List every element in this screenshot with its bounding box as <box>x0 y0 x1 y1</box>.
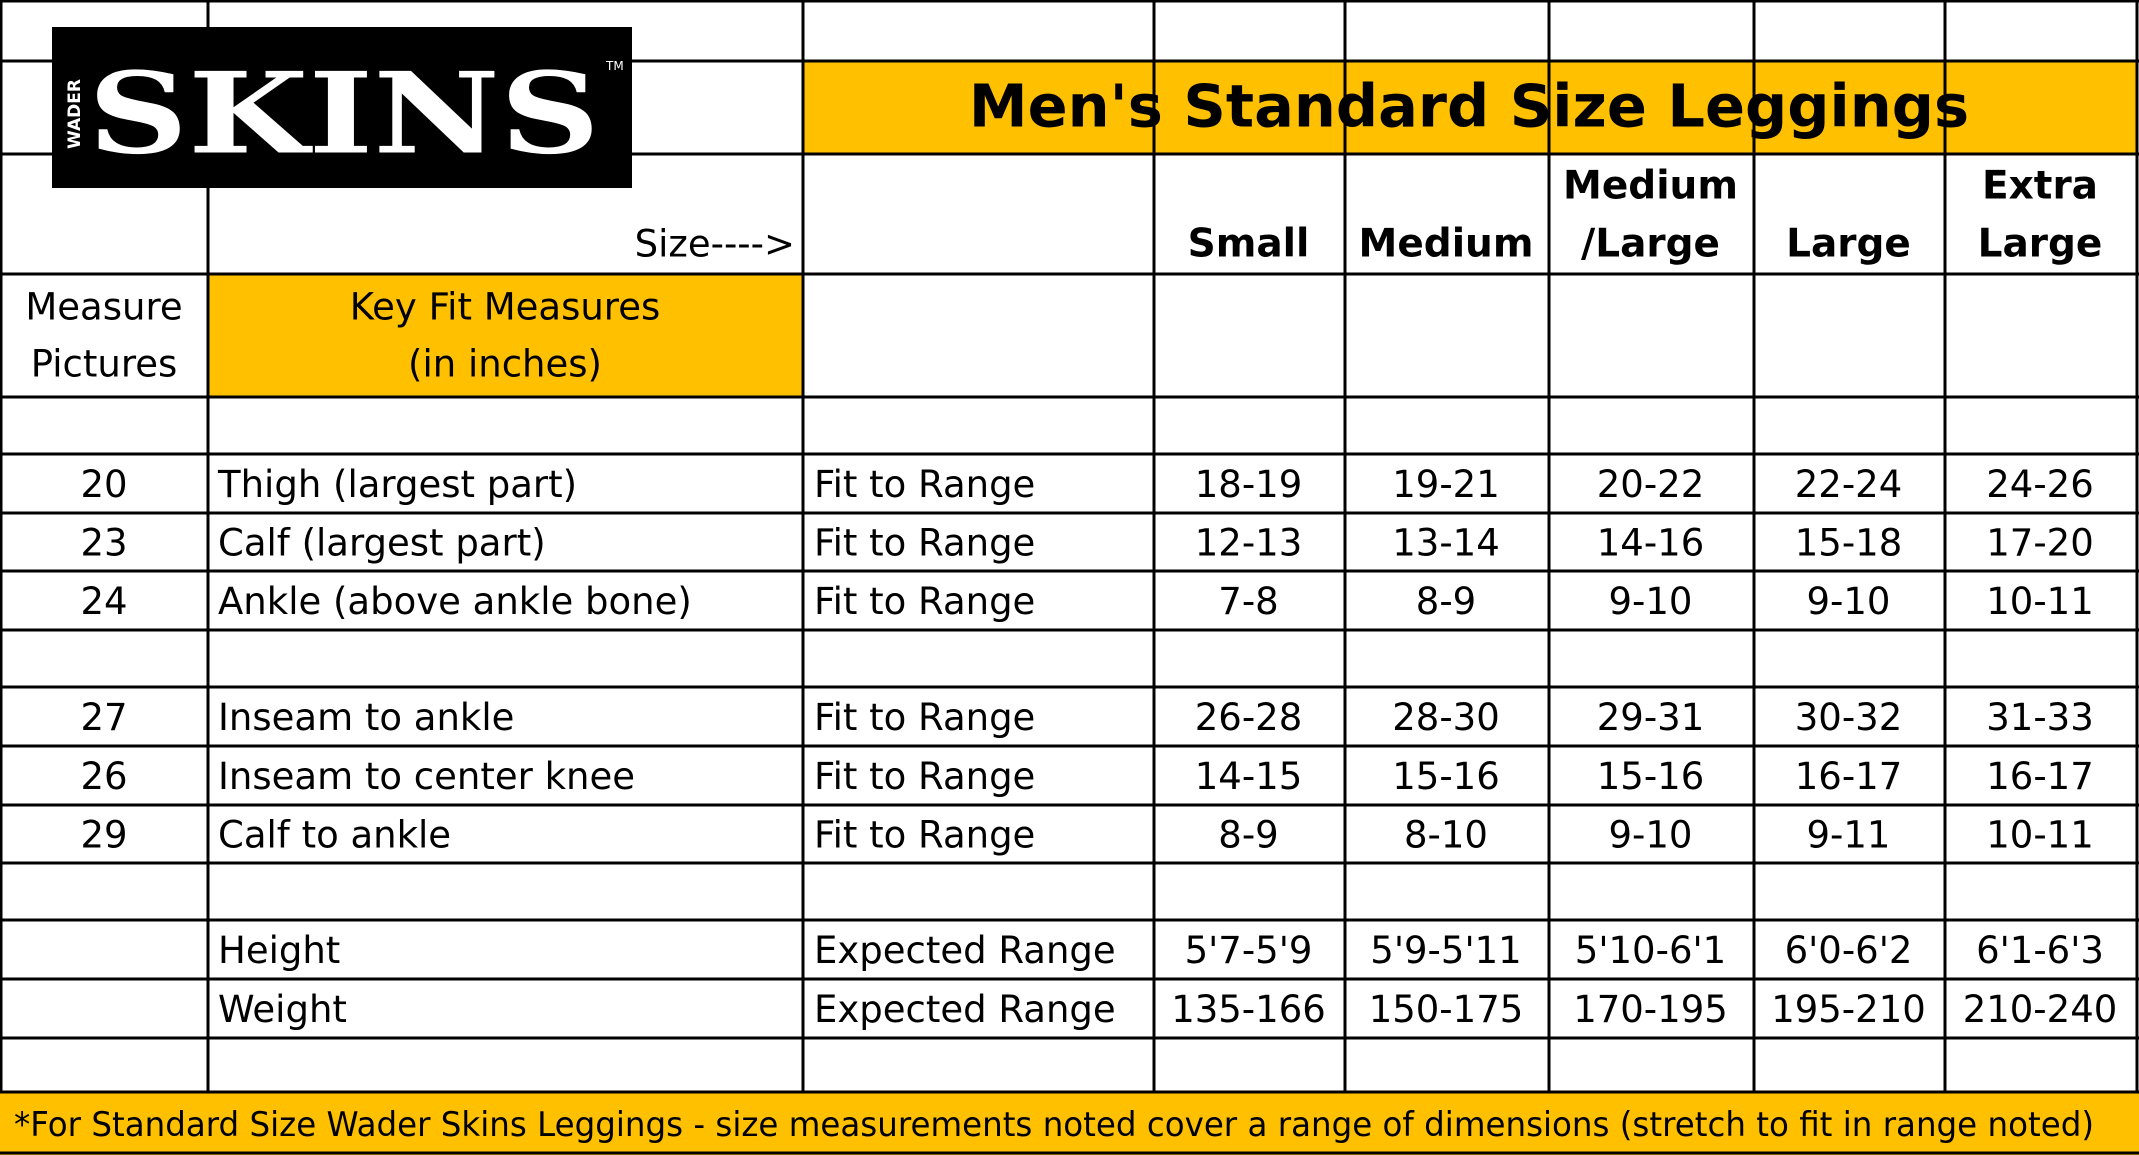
picture-number: 26 <box>80 755 127 798</box>
size-value: 24-26 <box>1986 463 2094 506</box>
picture-number: 23 <box>80 522 127 565</box>
size-header: Extra <box>1982 164 2098 209</box>
title-band <box>802 60 2136 153</box>
size-value: 210-240 <box>1963 988 2118 1031</box>
measure-name: Inseam to center knee <box>218 755 635 798</box>
size-value: 16-17 <box>1795 755 1903 798</box>
size-header: Large <box>1786 222 1911 267</box>
measure-name: Height <box>218 929 340 972</box>
range-kind: Fit to Range <box>814 755 1035 798</box>
size-value: 8-9 <box>1218 814 1278 857</box>
size-value: 31-33 <box>1986 696 2094 739</box>
size-value: 9-11 <box>1807 814 1891 857</box>
size-value: 6'1-6'3 <box>1976 929 2104 972</box>
logo-tm: TM <box>605 59 624 73</box>
size-value: 19-21 <box>1392 463 1500 506</box>
size-value: 5'7-5'9 <box>1185 929 1313 972</box>
size-label: Size----> <box>635 223 795 266</box>
size-value: 14-16 <box>1597 522 1705 565</box>
measure-name: Thigh (largest part) <box>217 463 577 506</box>
column-header: (in inches) <box>408 343 602 386</box>
measure-name: Weight <box>218 988 347 1031</box>
title: Men's Standard Size Leggings <box>969 72 1969 141</box>
column-header: Key Fit Measures <box>350 286 661 329</box>
logo-box <box>52 27 632 188</box>
size-header: /Large <box>1581 222 1720 267</box>
measure-name: Calf (largest part) <box>218 522 546 565</box>
size-value: 10-11 <box>1986 814 2094 857</box>
picture-number: 20 <box>80 463 127 506</box>
picture-number: 27 <box>80 696 127 739</box>
size-value: 12-13 <box>1195 522 1303 565</box>
logo-prefix: WADER <box>65 79 85 149</box>
size-value: 195-210 <box>1771 988 1926 1031</box>
size-value: 18-19 <box>1195 463 1303 506</box>
picture-number: 29 <box>80 814 127 857</box>
size-value: 22-24 <box>1795 463 1903 506</box>
range-kind: Fit to Range <box>814 696 1035 739</box>
size-value: 8-9 <box>1416 580 1476 623</box>
range-kind: Expected Range <box>814 929 1116 972</box>
range-kind: Fit to Range <box>814 580 1035 623</box>
size-header: Medium <box>1359 222 1534 267</box>
measure-name: Ankle (above ankle bone) <box>218 580 692 623</box>
size-value: 15-16 <box>1392 755 1500 798</box>
footer-band <box>0 1091 2139 1155</box>
size-value: 5'10-6'1 <box>1575 929 1726 972</box>
size-value: 150-175 <box>1369 988 1524 1031</box>
size-header: Small <box>1188 222 1310 267</box>
size-value: 10-11 <box>1986 580 2094 623</box>
size-value: 14-15 <box>1195 755 1303 798</box>
size-value: 9-10 <box>1807 580 1891 623</box>
range-kind: Fit to Range <box>814 522 1035 565</box>
measure-name: Calf to ankle <box>218 814 451 857</box>
range-kind: Fit to Range <box>814 463 1035 506</box>
size-value: 170-195 <box>1573 988 1728 1031</box>
size-value: 20-22 <box>1597 463 1705 506</box>
size-value: 135-166 <box>1171 988 1326 1031</box>
size-value: 26-28 <box>1195 696 1303 739</box>
size-value: 8-10 <box>1404 814 1488 857</box>
column-header: Measure <box>25 286 182 329</box>
size-value: 15-18 <box>1795 522 1903 565</box>
size-value: 17-20 <box>1986 522 2094 565</box>
range-kind: Fit to Range <box>814 814 1035 857</box>
size-value: 13-14 <box>1392 522 1500 565</box>
footnote: *For Standard Size Wader Skins Leggings … <box>14 1105 2094 1145</box>
size-value: 9-10 <box>1609 580 1693 623</box>
range-kind: Expected Range <box>814 988 1116 1031</box>
size-value: 30-32 <box>1795 696 1903 739</box>
picture-number: 24 <box>80 580 127 623</box>
logo-brand: SKINS <box>88 49 600 180</box>
size-value: 7-8 <box>1218 580 1278 623</box>
size-value: 6'0-6'2 <box>1785 929 1913 972</box>
size-value: 16-17 <box>1986 755 2094 798</box>
size-value: 15-16 <box>1597 755 1705 798</box>
size-value: 28-30 <box>1392 696 1500 739</box>
key-band <box>207 273 802 396</box>
size-header: Medium <box>1563 164 1738 209</box>
size-value: 29-31 <box>1597 696 1705 739</box>
size-value: 5'9-5'11 <box>1370 929 1521 972</box>
column-header: Pictures <box>31 343 178 386</box>
size-header: Large <box>1978 222 2103 267</box>
size-value: 9-10 <box>1609 814 1693 857</box>
measure-name: Inseam to ankle <box>218 696 514 739</box>
